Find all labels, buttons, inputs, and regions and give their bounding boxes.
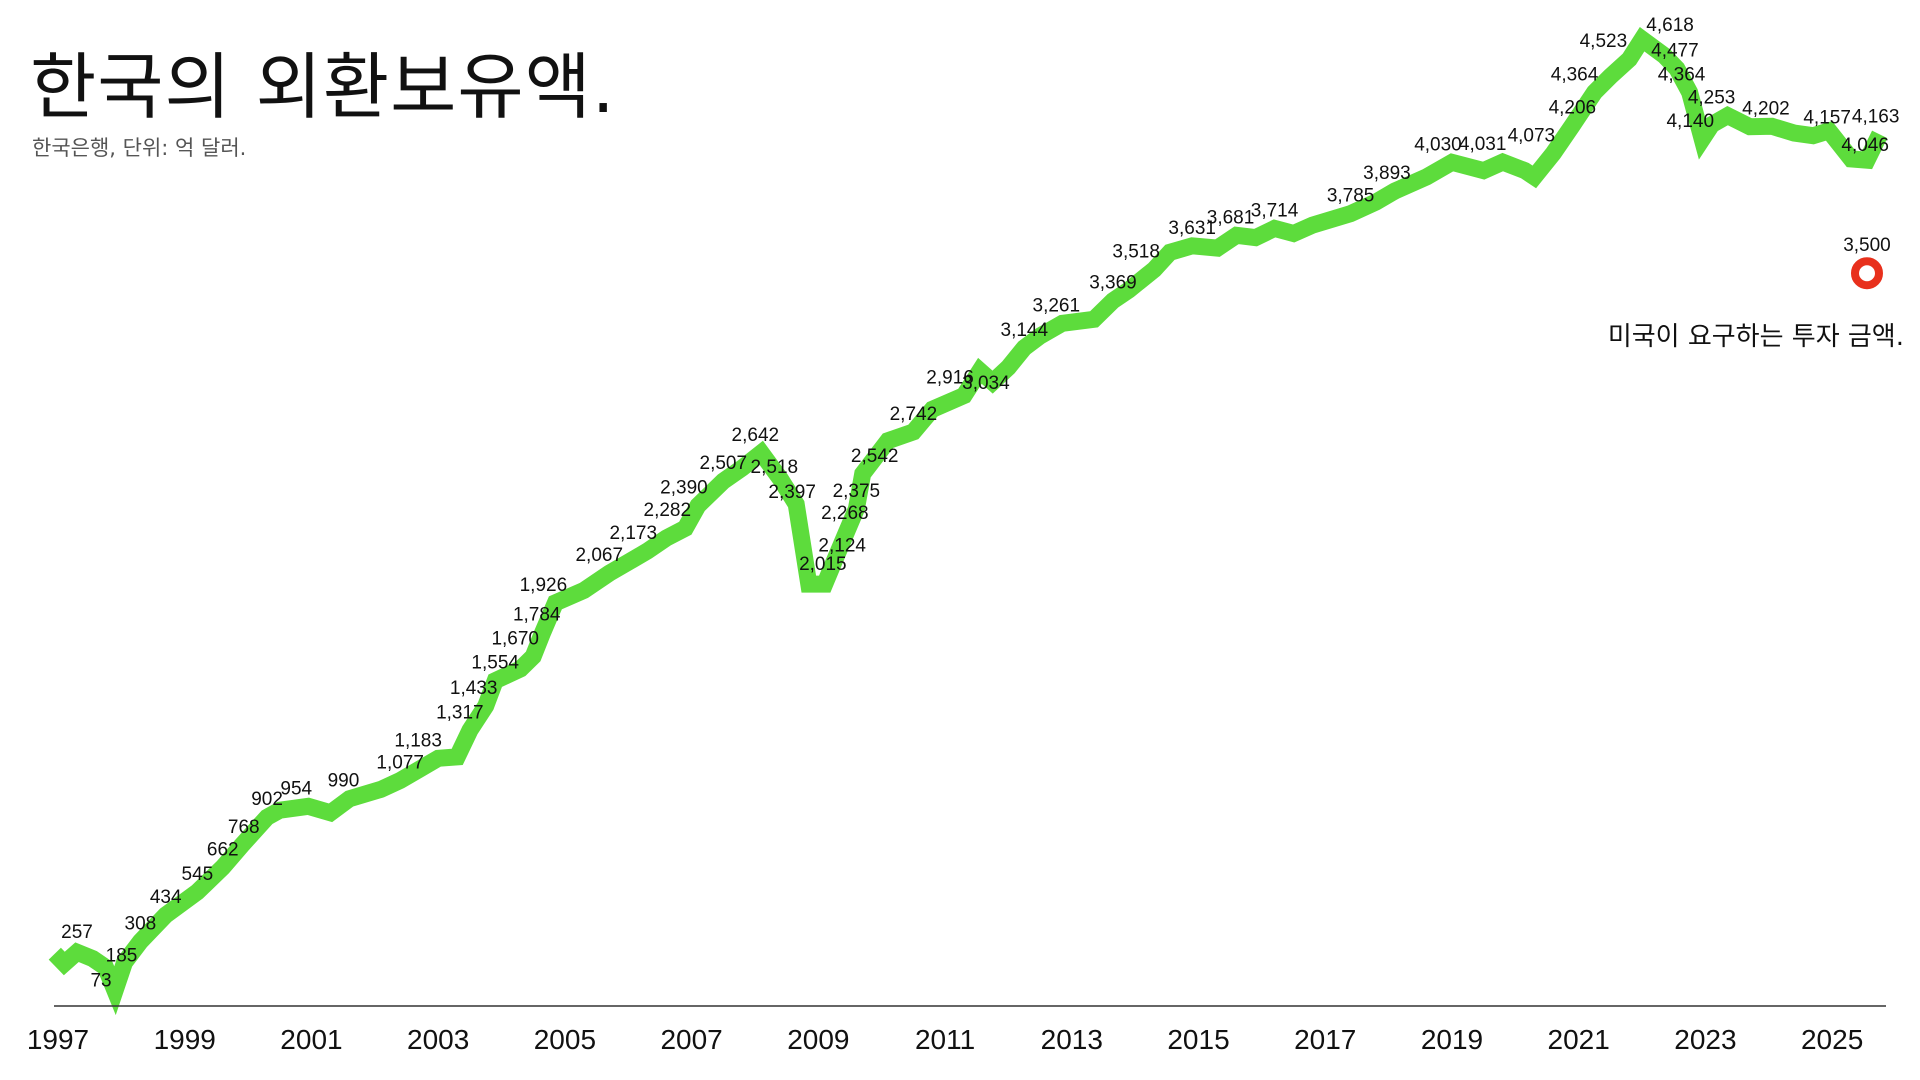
target-annotation: 미국이 요구하는 투자 금액. bbox=[1608, 322, 1904, 352]
data-label: 4,140 bbox=[1666, 111, 1714, 132]
data-label: 4,477 bbox=[1651, 41, 1699, 62]
data-label: 308 bbox=[125, 914, 157, 935]
data-label: 1,433 bbox=[450, 678, 498, 699]
data-label: 3,034 bbox=[962, 373, 1010, 394]
x-tick-label: 2011 bbox=[915, 1024, 975, 1055]
data-label: 1,670 bbox=[491, 628, 539, 649]
data-label: 4,030 bbox=[1414, 134, 1462, 155]
x-tick-label: 2021 bbox=[1548, 1024, 1610, 1055]
data-label: 2,642 bbox=[732, 425, 780, 446]
data-label: 3,785 bbox=[1327, 186, 1375, 207]
data-label: 1,317 bbox=[436, 702, 484, 723]
data-label: 662 bbox=[207, 839, 239, 860]
x-tick-label: 2009 bbox=[787, 1024, 849, 1055]
data-label: 1,077 bbox=[376, 753, 424, 774]
chart-subtitle: 한국은행, 단위: 억 달러. bbox=[32, 136, 247, 160]
data-label: 73 bbox=[90, 971, 111, 992]
data-label: 990 bbox=[328, 771, 360, 792]
data-label: 2,518 bbox=[751, 457, 799, 478]
data-label: 2,542 bbox=[851, 446, 899, 467]
x-axis: 1997 1999 2001 2003 2005 2007 2009 2011 2013 2015… bbox=[27, 1005, 1886, 1055]
data-label: 2,124 bbox=[818, 535, 866, 556]
data-label: 3,681 bbox=[1207, 207, 1255, 228]
data-label: 2,282 bbox=[644, 500, 692, 521]
data-label: 2,015 bbox=[799, 554, 847, 575]
data-label: 2,173 bbox=[609, 523, 657, 544]
data-label: 4,046 bbox=[1841, 135, 1889, 156]
data-label: 4,618 bbox=[1646, 15, 1694, 36]
target-marker-label: 3,500 bbox=[1843, 235, 1891, 256]
x-tick-label: 2019 bbox=[1421, 1024, 1483, 1055]
data-label: 3,714 bbox=[1251, 200, 1299, 221]
data-label: 1,183 bbox=[394, 730, 442, 751]
data-label: 4,253 bbox=[1688, 88, 1736, 109]
data-label: 3,518 bbox=[1112, 241, 1160, 262]
series-layer bbox=[48, 26, 1888, 1016]
data-label: 4,031 bbox=[1459, 134, 1507, 155]
data-label: 257 bbox=[61, 922, 93, 943]
data-label: 2,067 bbox=[575, 545, 623, 566]
data-label: 2,507 bbox=[700, 453, 748, 474]
data-label: 2,742 bbox=[890, 404, 938, 425]
series-line-0 bbox=[48, 26, 1888, 1016]
data-label: 2,916 bbox=[926, 368, 974, 389]
data-label: 2,375 bbox=[833, 481, 881, 502]
x-tick-label: 2015 bbox=[1167, 1024, 1229, 1055]
data-label: 185 bbox=[106, 945, 138, 966]
data-label: 2,397 bbox=[768, 482, 816, 503]
data-label: 2,268 bbox=[821, 503, 869, 524]
target-marker-group: 3,500 미국이 요구하는 투자 금액. bbox=[1608, 235, 1904, 352]
data-label: 4,157 bbox=[1803, 108, 1851, 129]
x-tick-label: 2013 bbox=[1041, 1024, 1103, 1055]
page-title: 한국의 외환보유액. bbox=[30, 45, 616, 129]
data-label: 4,364 bbox=[1551, 64, 1599, 85]
data-label: 4,202 bbox=[1742, 98, 1790, 119]
data-label: 3,893 bbox=[1363, 163, 1411, 184]
data-label: 902 bbox=[251, 789, 283, 810]
data-label: 3,261 bbox=[1033, 295, 1081, 316]
data-label: 3,369 bbox=[1089, 273, 1137, 294]
data-label: 434 bbox=[150, 887, 182, 908]
data-label: 545 bbox=[182, 864, 214, 885]
data-label: 4,073 bbox=[1508, 125, 1556, 146]
data-label: 3,631 bbox=[1168, 218, 1216, 239]
data-label: 4,523 bbox=[1580, 31, 1628, 52]
x-tick-label: 2005 bbox=[534, 1024, 596, 1055]
x-tick-label: 2007 bbox=[660, 1024, 722, 1055]
data-label: 4,364 bbox=[1658, 64, 1706, 85]
data-label: 954 bbox=[280, 778, 312, 799]
data-label: 4,206 bbox=[1549, 97, 1597, 118]
x-tick-label: 2023 bbox=[1674, 1024, 1736, 1055]
data-label: 2,390 bbox=[660, 478, 708, 499]
data-label: 1,784 bbox=[513, 604, 561, 625]
data-label: 1,926 bbox=[520, 575, 568, 596]
data-label: 4,163 bbox=[1852, 106, 1900, 127]
data-label: 3,144 bbox=[1001, 320, 1049, 341]
data-label: 1,554 bbox=[471, 653, 519, 674]
x-tick-label: 2001 bbox=[280, 1024, 342, 1055]
target-marker bbox=[1850, 257, 1883, 290]
x-tick-label: 1997 bbox=[27, 1024, 89, 1055]
x-tick-label: 1999 bbox=[154, 1024, 216, 1055]
data-label: 768 bbox=[228, 817, 260, 838]
x-tick-label: 2017 bbox=[1294, 1024, 1356, 1055]
x-tick-label: 2025 bbox=[1801, 1024, 1863, 1055]
x-tick-label: 2003 bbox=[407, 1024, 469, 1055]
